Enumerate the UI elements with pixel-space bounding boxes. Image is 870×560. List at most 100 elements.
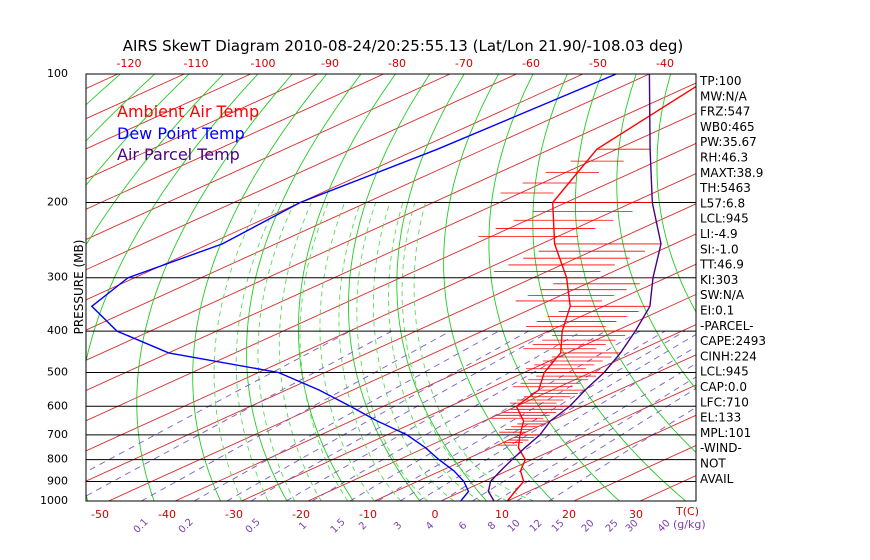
top-temp-tick-label: -80: [388, 57, 406, 70]
index-entry: RH:46.3: [700, 151, 748, 165]
isotherm-line: [86, 74, 517, 271]
index-entry: SI:-1.0: [700, 242, 739, 256]
mixing-ratio-label: 1: [297, 520, 309, 532]
pressure-tick-label: 900: [47, 474, 68, 487]
top-temp-tick-label: -110: [184, 57, 209, 70]
bottom-temp-tick-label: 10: [495, 508, 509, 521]
index-entry: MPL:101: [700, 426, 751, 440]
dry-adiabat-line: [656, 74, 696, 313]
isotherm-line: [86, 74, 318, 180]
dry-adiabat-line: [348, 74, 431, 501]
mixing-ratio-unit-label: (g/kg): [673, 518, 706, 531]
index-entry: CINH:224: [700, 349, 757, 363]
mixing-ratio-label: 0.2: [177, 517, 196, 536]
mixing-ratio-label: 0.5: [244, 517, 263, 536]
pressure-tick-label: 700: [47, 428, 68, 441]
dry-adiabat-line: [488, 74, 620, 501]
mixing-ratio-label: 12: [528, 518, 545, 535]
dry-adiabat-line: [807, 74, 870, 501]
moist-adiabat-line: [235, 202, 278, 501]
dry-adiabat-line: [136, 74, 293, 501]
isotherm-line: [86, 173, 696, 452]
legend-air-parcel-temp: Air Parcel Temp: [117, 145, 240, 164]
isotherm-line: [108, 233, 696, 501]
isotherm-line: [86, 74, 650, 331]
dry-adiabat-line: [532, 74, 686, 501]
top-temp-tick-label: -60: [522, 57, 540, 70]
pressure-tick-label: 300: [47, 271, 68, 284]
index-entry: TH:5463: [699, 181, 751, 195]
moist-adiabat-line: [257, 202, 296, 501]
legend-dew-point-temp: Dew Point Temp: [117, 124, 245, 143]
isotherm-line: [307, 324, 696, 501]
bottom-temp-tick-label: 20: [562, 508, 576, 521]
index-entry: MAXT:38.9: [700, 166, 763, 180]
isotherm-line: [86, 142, 696, 422]
mixing-ratio-label: 40: [656, 518, 673, 535]
moist-adiabat-line: [401, 202, 508, 501]
dry-adiabat-line: [771, 74, 870, 501]
chart-title: AIRS SkewT Diagram 2010-08-24/20:25:55.1…: [123, 37, 684, 55]
index-entry: PW:35.67: [700, 135, 757, 149]
mixing-ratio-label: 25: [604, 518, 621, 535]
isotherm-line: [241, 293, 696, 501]
index-entry: AVAIL: [700, 472, 734, 486]
temp-unit-label: T(C): [675, 505, 699, 518]
top-temp-tick-label: -50: [589, 57, 607, 70]
top-temp-tick-label: -70: [455, 57, 473, 70]
bottom-temp-tick-label: -20: [292, 508, 310, 521]
y-axis-label: PRESSURE (MB): [72, 240, 86, 335]
index-entry: TP:100: [699, 74, 742, 88]
top-temp-tick-label: -100: [251, 57, 276, 70]
moist-adiabat-line: [319, 202, 375, 501]
mixing-ratio-label: 6: [457, 520, 469, 532]
dry-adiabat-line: [86, 74, 224, 246]
dry-adiabat-line: [246, 74, 362, 501]
isotherm-line: [86, 203, 696, 482]
dry-adiabat-line: [843, 74, 870, 501]
index-entry: SW:N/A: [700, 288, 745, 302]
pressure-tick-label: 800: [47, 453, 68, 466]
index-entry: KI:303: [700, 273, 738, 287]
moist-adiabat-line: [213, 202, 261, 501]
bottom-temp-tick-label: 30: [629, 508, 643, 521]
bottom-temp-tick-label: -40: [158, 508, 176, 521]
mixing-ratio-line: [86, 330, 392, 497]
dry-adiabat-line: [0, 74, 52, 501]
dry-adiabat-line: [396, 74, 487, 501]
isotherm-line: [174, 263, 696, 501]
top-temp-tick-label: -120: [117, 57, 142, 70]
index-entry: FRZ:547: [700, 105, 750, 119]
pressure-tick-label: 1000: [40, 494, 68, 507]
mixing-ratio-label: 0.1: [132, 517, 151, 536]
dry-adiabat-line: [0, 74, 17, 501]
mixing-ratio-label: 3: [392, 520, 404, 532]
mixing-ratio-label: 1.5: [329, 517, 348, 536]
plot-frame: [85, 73, 697, 502]
isotherm-line: [86, 112, 696, 391]
isotherm-line: [0, 74, 51, 501]
pressure-tick-label: 200: [47, 196, 68, 209]
mixing-ratio-line: [548, 406, 696, 501]
index-entry: TT:46.9: [699, 258, 744, 272]
index-entry: NOT: [700, 457, 726, 471]
pressure-tick-label: 100: [47, 67, 68, 80]
mixing-ratio-label: 4: [424, 520, 436, 532]
index-entry: LCL:945: [700, 212, 749, 226]
isotherm-line: [507, 414, 696, 501]
bottom-temp-tick-label: -30: [225, 508, 243, 521]
dry-adiabat-line: [443, 74, 554, 501]
isotherm-line: [86, 74, 384, 210]
isotherm-line: [86, 74, 451, 240]
index-entry: EI:0.1: [700, 304, 734, 318]
top-temp-tick-label: -40: [656, 57, 674, 70]
bottom-temp-tick-label: -50: [91, 508, 109, 521]
index-entry: MW:N/A: [700, 89, 748, 103]
mixing-ratio-line: [441, 346, 696, 501]
legend-ambient-air-temp: Ambient Air Temp: [117, 102, 259, 121]
index-entry: WB0:465: [700, 120, 755, 134]
mixing-ratio-line: [193, 330, 500, 501]
index-entry: EL:133: [700, 411, 741, 425]
index-entry: LI:-4.9: [700, 227, 738, 241]
